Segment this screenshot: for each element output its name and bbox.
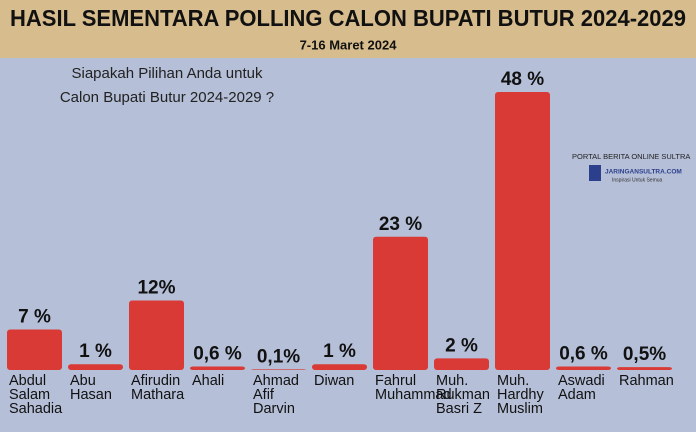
category-label: Muh. Rukman Basri Z: [436, 373, 490, 417]
category-label: Afirudin Mathara: [131, 373, 185, 403]
value-label: 7 %: [18, 306, 51, 327]
question: Siapakah Pilihan Anda untuk Calon Bupati…: [59, 65, 275, 106]
value-label: 0,1%: [257, 346, 300, 367]
bar: [312, 364, 367, 370]
category-label: Muh. Hardhy Muslim: [497, 373, 544, 417]
value-label: 48 %: [501, 69, 544, 90]
category-label: Abu Hasan: [70, 373, 112, 403]
source-site: JARINGANSULTRA.COM: [605, 169, 682, 176]
chart-title: HASIL SEMENTARA POLLING CALON BUPATI BUT…: [10, 5, 686, 31]
source-tagline: Inspirasi Untuk Semua: [612, 177, 663, 183]
category-label: Ahali: [192, 373, 225, 389]
value-label: 0,6 %: [193, 344, 242, 365]
category-label: Diwan: [314, 373, 355, 389]
bar: [556, 366, 611, 370]
value-label: 0,5%: [623, 344, 666, 365]
value-label: 12%: [137, 278, 175, 299]
value-label: 23 %: [379, 214, 422, 235]
bar: [68, 364, 123, 370]
bar: [251, 369, 306, 370]
category-label: Abdul Salam Sahadia: [9, 373, 63, 417]
source-logo: [589, 165, 601, 181]
value-label: 1 %: [323, 341, 356, 362]
header-band: [0, 0, 696, 58]
value-label: 2 %: [445, 335, 478, 356]
bar: [373, 236, 428, 370]
category-label: Rahman: [619, 373, 674, 389]
category-label: Fahrul Muhammad: [375, 373, 452, 403]
bar: [495, 92, 550, 370]
bar: [434, 358, 489, 370]
source-title: PORTAL BERITA ONLINE SULTRA: [572, 152, 690, 161]
category-label: Ahmad Afif Darvin: [253, 373, 299, 417]
bar: [7, 329, 62, 370]
value-label: 1 %: [79, 341, 112, 362]
category-label: Aswadi Adam: [558, 373, 605, 403]
chart-subtitle: 7-16 Maret 2024: [300, 37, 398, 52]
bar: [617, 367, 672, 370]
bar: [129, 300, 184, 370]
value-label: 0,6 %: [559, 344, 608, 365]
bar: [190, 366, 245, 370]
